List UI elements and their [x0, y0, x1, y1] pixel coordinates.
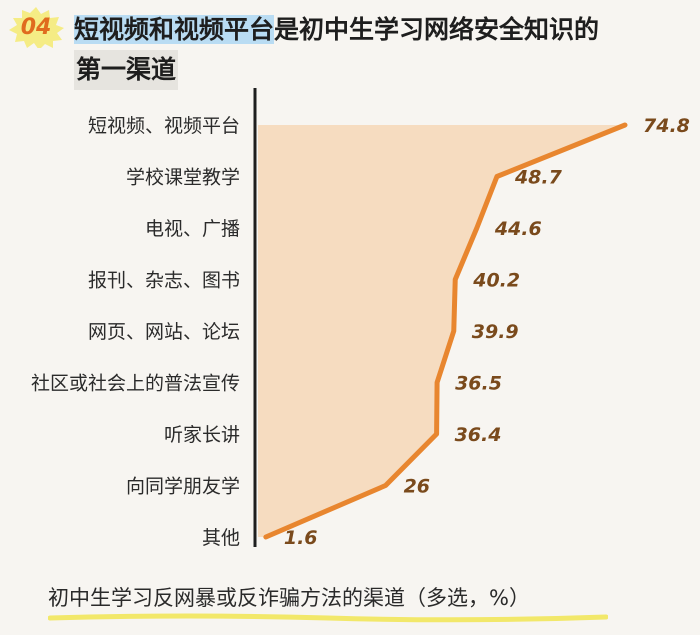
category-label: 短视频、视频平台 — [88, 115, 240, 137]
category-label: 电视、广播 — [145, 218, 240, 240]
footer-text: 初中生学习反网暴或反诈骗方法的渠道（多选，%） — [48, 586, 530, 610]
header: 04 短视频和视频平台是初中生学习网络安全知识的 第一渠道 — [0, 0, 700, 100]
series-line — [263, 122, 628, 540]
value-label: 36.4 — [455, 424, 502, 446]
page-title: 短视频和视频平台是初中生学习网络安全知识的 第一渠道 — [74, 10, 694, 90]
footer-underline — [48, 613, 608, 623]
area-fill — [258, 125, 625, 537]
title-highlight: 短视频和视频平台 — [74, 15, 275, 44]
value-label: 1.6 — [284, 527, 318, 549]
value-label: 48.7 — [514, 167, 563, 189]
category-label: 向同学朋友学 — [126, 476, 240, 498]
category-label: 学校课堂教学 — [126, 167, 240, 189]
category-label: 听家长讲 — [164, 424, 240, 446]
category-labels: 短视频、视频平台学校课堂教学电视、广播报刊、杂志、图书网页、网站、论坛社区或社会… — [31, 115, 240, 549]
value-label: 36.5 — [455, 373, 502, 395]
value-label: 39.9 — [472, 321, 519, 343]
footer-caption: 初中生学习反网暴或反诈骗方法的渠道（多选，%） — [48, 582, 648, 623]
value-labels: 74.8 48.7 44.6 40.2 39.9 36.5 36.4 26 1.6 — [284, 115, 690, 549]
star-burst-icon — [9, 7, 64, 48]
value-label: 44.6 — [494, 218, 542, 240]
value-label: 74.8 — [643, 115, 690, 137]
category-label: 网页、网站、论坛 — [88, 321, 240, 343]
section-number: 04 — [20, 14, 52, 40]
title-line2: 第一渠道 — [74, 50, 179, 90]
section-badge: 04 — [6, 6, 66, 48]
category-label: 其他 — [202, 527, 240, 549]
chart: 短视频、视频平台学校课堂教学电视、广播报刊、杂志、图书网页、网站、论坛社区或社会… — [31, 88, 690, 549]
value-label: 40.2 — [472, 270, 520, 292]
category-label: 社区或社会上的普法宣传 — [31, 373, 240, 395]
value-label: 26 — [404, 476, 430, 498]
category-label: 报刊、杂志、图书 — [88, 270, 240, 292]
title-rest: 是初中生学习网络安全知识的 — [274, 15, 600, 44]
